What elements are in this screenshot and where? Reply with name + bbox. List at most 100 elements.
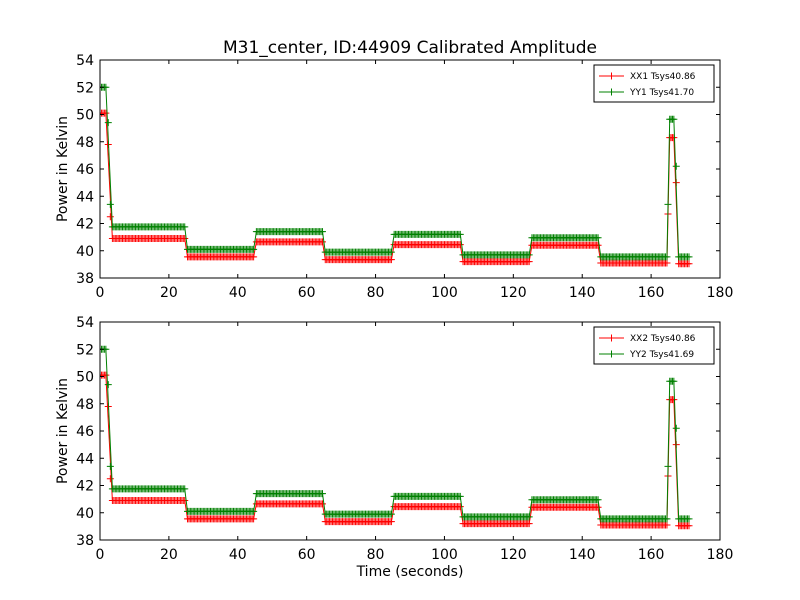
data-point-marker xyxy=(319,490,327,498)
data-point-marker xyxy=(106,213,114,221)
data-point-marker xyxy=(250,253,258,261)
legend-box xyxy=(593,64,715,103)
y-tick-label: 52 xyxy=(76,80,94,96)
y-tick-label: 54 xyxy=(76,315,94,331)
legend-box xyxy=(593,326,715,365)
x-tick-label: 180 xyxy=(707,285,734,301)
data-point-marker xyxy=(250,515,258,523)
y-tick-label: 40 xyxy=(76,506,94,522)
data-point-marker xyxy=(525,251,533,259)
series-yy xyxy=(100,83,693,261)
x-tick-label: 120 xyxy=(500,547,527,563)
y-tick-label: 46 xyxy=(76,162,94,178)
data-point-marker xyxy=(319,500,327,508)
data-point-marker xyxy=(106,475,114,483)
x-tick-label: 120 xyxy=(500,285,527,301)
y-tick-label: 54 xyxy=(76,53,94,69)
x-tick-label: 80 xyxy=(367,285,385,301)
x-tick-label: 160 xyxy=(638,547,665,563)
legend-marker xyxy=(608,72,615,80)
data-point-marker xyxy=(181,496,189,504)
top-panel: 0 20 40 60 80 100 120 140 160 180 38 40 42 44 46 48 50 52… xyxy=(55,53,733,301)
data-point-marker xyxy=(672,162,680,170)
data-point-marker xyxy=(319,228,327,236)
data-point-marker xyxy=(456,503,464,511)
data-point-marker xyxy=(104,119,112,127)
data-point-marker xyxy=(525,520,533,528)
data-point-marker xyxy=(594,503,602,511)
y-axis-label: Power in Kelvin xyxy=(55,378,71,484)
data-point-marker xyxy=(181,223,189,231)
data-point-marker xyxy=(456,241,464,249)
x-tick-label: 160 xyxy=(638,285,665,301)
legend-label: XX2 Tsys40.86 xyxy=(630,334,696,344)
data-point-marker xyxy=(387,510,395,518)
data-point-marker xyxy=(456,492,464,500)
legend-marker xyxy=(608,88,615,96)
data-point-marker xyxy=(106,462,114,470)
data-point-marker xyxy=(102,371,110,379)
data-point-marker xyxy=(319,238,327,246)
data-point-marker xyxy=(663,521,671,529)
data-point-marker xyxy=(102,109,110,117)
data-point-marker xyxy=(594,496,602,504)
data-point-marker xyxy=(685,260,693,268)
y-tick-label: 38 xyxy=(76,271,94,287)
data-point-marker xyxy=(685,515,693,523)
data-point-marker xyxy=(387,518,395,526)
plot-area xyxy=(100,345,693,530)
data-point-marker xyxy=(664,462,672,470)
data-point-marker xyxy=(456,230,464,238)
legend: XX1 Tsys40.86 YY1 Tsys41.70 xyxy=(593,64,715,103)
legend-marker xyxy=(608,334,615,342)
data-point-marker xyxy=(672,424,680,432)
data-point-marker xyxy=(670,115,678,123)
x-tick-label: 140 xyxy=(569,547,596,563)
data-point-marker xyxy=(525,513,533,521)
data-point-marker xyxy=(181,234,189,242)
data-point-marker xyxy=(663,515,671,523)
data-point-marker xyxy=(250,507,258,515)
legend-marker xyxy=(608,350,615,358)
x-tick-label: 40 xyxy=(229,285,247,301)
series-xx xyxy=(100,371,693,530)
x-tick-label: 40 xyxy=(229,547,247,563)
x-tick-label: 0 xyxy=(96,547,105,563)
x-axis-label: Time (seconds) xyxy=(356,564,464,580)
x-tick-label: 60 xyxy=(298,547,316,563)
data-point-marker xyxy=(670,377,678,385)
data-point-marker xyxy=(594,241,602,249)
y-tick-label: 42 xyxy=(76,217,94,233)
x-tick-label: 100 xyxy=(431,285,458,301)
data-point-marker xyxy=(387,248,395,256)
legend-label: YY2 Tsys41.69 xyxy=(629,350,694,360)
x-tick-label: 80 xyxy=(367,547,385,563)
y-tick-label: 52 xyxy=(76,342,94,358)
data-point-marker xyxy=(181,485,189,493)
x-tick-label: 0 xyxy=(96,285,105,301)
series-yy xyxy=(100,345,693,523)
data-point-marker xyxy=(387,256,395,264)
y-tick-label: 44 xyxy=(76,189,94,205)
x-tick-label: 20 xyxy=(160,285,178,301)
y-tick-label: 44 xyxy=(76,451,94,467)
x-tick-label: 180 xyxy=(707,547,734,563)
y-tick-label: 48 xyxy=(76,397,94,413)
x-tick-label: 140 xyxy=(569,285,596,301)
y-axis-label: Power in Kelvin xyxy=(55,116,71,222)
y-tick-label: 50 xyxy=(76,108,94,124)
y-tick-label: 42 xyxy=(76,479,94,495)
data-point-marker xyxy=(104,381,112,389)
legend-label: XX1 Tsys40.86 xyxy=(630,72,696,82)
y-tick-label: 50 xyxy=(76,370,94,386)
y-tick-label: 48 xyxy=(76,135,94,151)
series-xx xyxy=(100,109,693,268)
data-point-marker xyxy=(663,253,671,261)
data-point-marker xyxy=(685,253,693,261)
data-point-marker xyxy=(250,245,258,253)
data-point-marker xyxy=(663,259,671,267)
data-point-marker xyxy=(664,200,672,208)
x-tick-label: 100 xyxy=(431,547,458,563)
x-tick-label: 20 xyxy=(160,547,178,563)
data-point-marker xyxy=(670,134,678,142)
